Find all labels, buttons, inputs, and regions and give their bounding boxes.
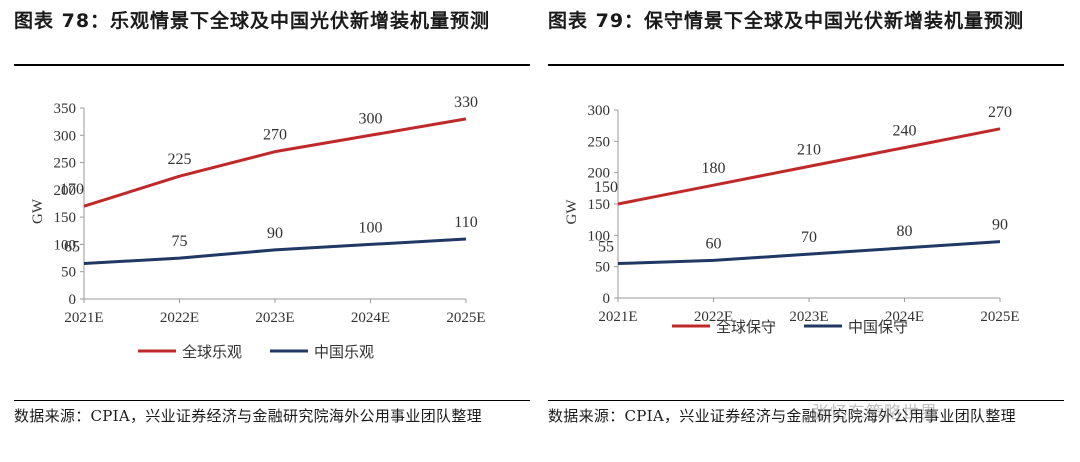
legend-label: 中国乐观 xyxy=(314,343,374,361)
x-tick-label: 2025E xyxy=(980,309,1019,325)
x-tick-label: 2021E xyxy=(64,310,103,326)
title-divider xyxy=(548,64,1064,66)
legend-label: 全球乐观 xyxy=(182,343,242,361)
x-tick-label: 2022E xyxy=(694,309,733,325)
data-label: 330 xyxy=(454,94,478,111)
x-tick-label: 2022E xyxy=(160,310,199,326)
y-tick-label: 250 xyxy=(588,134,611,150)
y-tick-label: 0 xyxy=(603,291,611,307)
data-label: 225 xyxy=(168,151,192,168)
chart-title: 图表 78：乐观情景下全球及中国光伏新增装机量预测 xyxy=(14,10,491,32)
y-tick-label: 100 xyxy=(54,237,77,253)
chart-panel-optimistic: 图表 78：乐观情景下全球及中国光伏新增装机量预测 0 50 100 150 200 25… xyxy=(14,0,530,462)
y-tick-label: 350 xyxy=(54,101,77,117)
source-divider xyxy=(548,400,1064,401)
line-chart-optimistic: 0 50 100 150 200 250 300 350 2021E 2022E 2023E 2024… xyxy=(30,94,486,361)
y-tick-label: 150 xyxy=(588,197,611,213)
data-label: 300 xyxy=(359,110,383,127)
data-label: 60 xyxy=(706,235,722,252)
series-line-global xyxy=(617,127,1001,206)
y-axis-label: GW xyxy=(564,199,580,225)
y-tick-label: 200 xyxy=(54,183,77,199)
data-label: 80 xyxy=(897,223,913,240)
data-label: 65 xyxy=(64,239,80,256)
x-tick-label: 2023E xyxy=(789,309,828,325)
y-axis-label: GW xyxy=(30,198,46,224)
data-label: 240 xyxy=(893,123,917,140)
data-label: 75 xyxy=(172,233,188,250)
source-divider xyxy=(14,400,530,401)
data-label: 270 xyxy=(263,127,287,144)
title-divider xyxy=(14,64,530,66)
x-tick-label: 2021E xyxy=(598,309,637,325)
y-tick-label: 200 xyxy=(588,166,611,182)
series-line-global xyxy=(83,117,467,208)
legend-label: 全球保守 xyxy=(716,318,776,336)
data-label: 270 xyxy=(988,104,1012,121)
series-line-china xyxy=(617,240,1001,266)
x-tick-label: 2023E xyxy=(255,310,294,326)
y-tick-label: 300 xyxy=(54,128,77,144)
data-label: 150 xyxy=(594,179,618,196)
data-label: 90 xyxy=(992,217,1008,234)
data-label: 55 xyxy=(598,239,614,256)
y-tick-label: 250 xyxy=(54,156,77,172)
source-note: 数据来源：CPIA，兴业证券经济与金融研究院海外公用事业团队整理 xyxy=(548,407,1016,425)
watermark-text: 张忆东策略世界 xyxy=(812,403,938,423)
data-label: 170 xyxy=(60,181,84,198)
y-tick-label: 100 xyxy=(588,228,611,244)
source-note: 数据来源：CPIA，兴业证券经济与金融研究院海外公用事业团队整理 xyxy=(14,407,482,425)
series-line-china xyxy=(83,237,467,266)
y-tick-label: 50 xyxy=(595,260,610,276)
chart-panel-conservative: 图表 79：保守情景下全球及中国光伏新增装机量预测 0 50 100 150 200 25… xyxy=(548,0,1064,462)
data-label: 110 xyxy=(454,214,477,231)
data-label: 210 xyxy=(797,141,821,158)
chart-title: 图表 79：保守情景下全球及中国光伏新增装机量预测 xyxy=(548,10,1025,32)
legend-label: 中国保守 xyxy=(848,318,908,336)
data-label: 180 xyxy=(702,160,726,177)
y-tick-label: 50 xyxy=(61,265,76,281)
y-tick-label: 300 xyxy=(588,103,611,119)
data-label: 100 xyxy=(359,219,383,236)
x-tick-label: 2024E xyxy=(351,310,390,326)
y-tick-label: 0 xyxy=(69,292,77,308)
y-tick-label: 150 xyxy=(54,210,77,226)
data-label: 90 xyxy=(267,225,283,242)
x-tick-label: 2024E xyxy=(885,309,924,325)
x-tick-label: 2025E xyxy=(446,310,485,326)
data-label: 70 xyxy=(801,229,817,246)
